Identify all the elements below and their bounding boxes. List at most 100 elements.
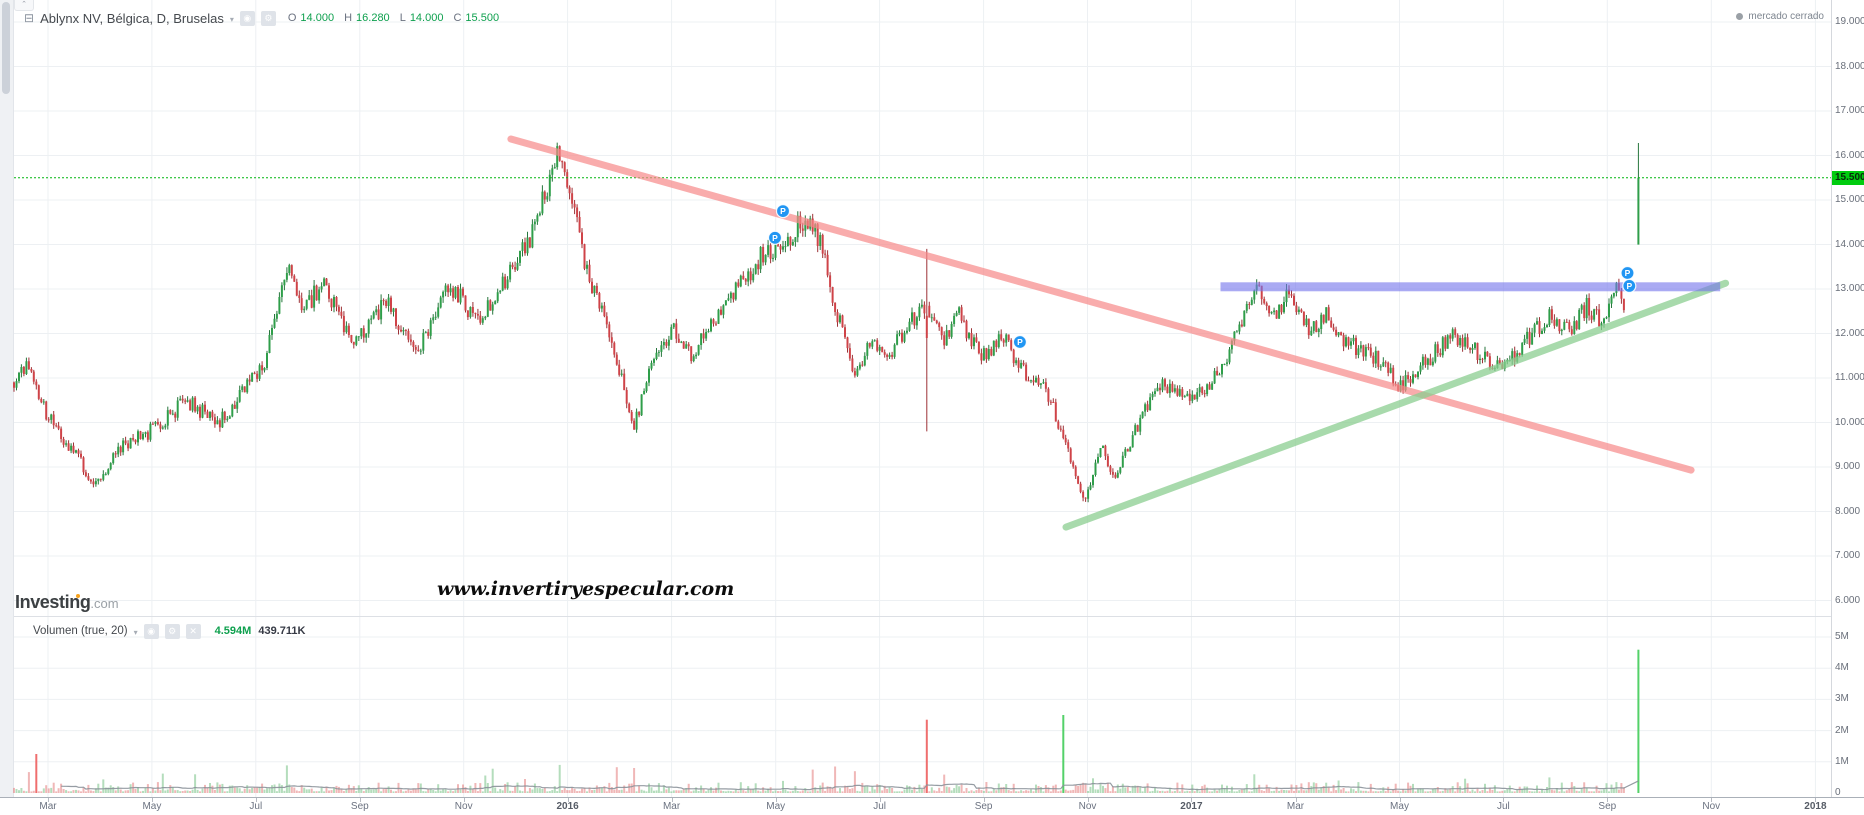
close-value: 15.500 [465,12,500,24]
price-axis-label: 10.000 [1835,416,1864,428]
high-label: H [344,12,353,24]
time-axis-tick [151,798,153,802]
time-axis-label: Mar [39,801,57,812]
position-marker[interactable]: P [1012,334,1028,350]
volume-bars [13,649,1640,793]
svg-text:P: P [772,233,778,243]
volume-axis-label: 5M [1835,631,1849,642]
position-marker[interactable]: P [767,230,783,245]
up-candle-bodies [15,146,1640,499]
price-axis-label: 17.000 [1835,105,1864,116]
time-axis-label: Nov [454,801,473,812]
time-axis-tick [1711,798,1713,802]
position-marker[interactable]: P [775,204,791,219]
time-axis-label: May [766,801,786,812]
price-axis-label: 6.000 [1835,594,1861,606]
toolbar-collapse-tab[interactable]: ⌃ [14,0,34,11]
time-axis-tick [567,798,569,802]
gear-icon[interactable]: ⚙ [260,10,276,26]
svg-text:P: P [1017,337,1023,347]
main-series-legend: ⊟ Ablynx NV, Bélgica, D, Bruselas ▾ ◉ ⚙ … [24,10,505,26]
price-axis-label: 12.000 [1835,327,1864,339]
close-icon[interactable]: ✕ [185,623,201,639]
time-axis-tick [671,798,673,802]
time-axis-label: Sep [1598,801,1617,812]
price-axis-label: 13.000 [1835,283,1864,294]
price-axis-label: 8.000 [1835,505,1861,517]
time-axis-label: 2017 [1180,801,1203,812]
price-axis[interactable]: 19.000 18.000 17.000 16.000 15.000 14.000 13.0… [1831,0,1864,815]
position-marker[interactable]: P [1620,265,1635,281]
time-axis-label: 2018 [1804,801,1827,812]
eye-icon[interactable]: ◉ [239,10,255,26]
volume-chart-canvas[interactable] [0,616,1864,797]
up-candle-wicks [16,142,1639,503]
volume-axis-label: 4M [1835,662,1849,674]
time-axis-tick [1191,798,1193,802]
time-axis-tick [48,798,49,802]
volume-ma-value: 439.711K [258,625,306,637]
time-axis-tick [775,798,777,802]
position-marker[interactable]: P [1622,278,1637,293]
time-axis-label: Jul [873,801,886,812]
gear-icon[interactable]: ⚙ [164,623,180,639]
time-axis-label: Mar [662,801,681,812]
time-axis-tick [359,798,361,802]
investing-logo-text: Investing [15,592,91,612]
high-value: 16.280 [356,12,390,24]
left-toolbar-scrollbar[interactable] [2,2,10,94]
chevron-down-icon[interactable]: ▾ [229,14,234,24]
current-price-axis-badge: 15.500 [1832,170,1864,185]
time-axis-label: May [142,801,162,812]
price-axis-label: 18.000 [1835,60,1864,72]
price-axis-label: 14.000 [1835,238,1864,250]
time-axis-tick [879,798,881,802]
ascending-trendline [1062,279,1730,531]
open-value: 14.000 [300,12,335,24]
low-label: L [399,12,406,24]
symbol-title[interactable]: Ablynx NV, Bélgica, D, Bruselas [40,10,224,26]
svg-text:P: P [1625,268,1631,278]
market-status: mercado cerrado [1736,11,1824,22]
volume-indicator-title[interactable]: Volumen (true, 20) [33,625,128,637]
volume-ma-line [61,780,1639,791]
open-label: O [287,12,297,24]
time-axis-label: Sep [350,801,369,812]
legend-collapse-icon[interactable]: ⊟ [24,11,35,25]
time-axis[interactable]: Mar May Jul Sep Nov 2016 Mar May Jul Sep Nov 2017 Ma… [0,797,1864,815]
price-axis-label: 7.000 [1835,550,1861,561]
time-axis-tick [1815,798,1817,802]
time-axis-tick [1607,798,1609,802]
time-axis-label: Nov [1078,801,1097,812]
investing-logo: Investing.com [15,592,119,613]
chevron-down-icon[interactable]: ▾ [133,627,138,637]
time-axis-tick [1503,798,1505,802]
volume-current-value: 4.594M [214,625,252,637]
time-axis-label: Jul [249,801,263,812]
close-label: C [453,12,462,24]
ohlc-readout: O 14.000 H 16.280 L 14.000 C 15.500 [288,12,505,24]
volume-legend: Volumen (true, 20) ▾ ◉ ⚙ ✕ 4.594M 439.71… [33,623,305,639]
market-status-dot-icon [1736,13,1744,20]
time-axis-tick [1295,798,1297,802]
svg-text:P: P [1626,281,1632,291]
time-axis-tick [983,798,985,802]
price-axis-label: 19.000 [1835,16,1864,27]
price-axis-label: 16.000 [1835,149,1864,161]
investing-logo-suffix: .com [90,596,119,611]
time-axis-label: Mar [1286,801,1305,812]
eye-icon[interactable]: ◉ [143,623,159,639]
time-axis-tick [463,798,465,802]
volume-axis-label: 3M [1835,693,1849,705]
time-axis-tick [1399,798,1401,802]
svg-text:P: P [780,206,786,216]
price-axis-label: 9.000 [1835,461,1861,472]
pane-divider[interactable] [14,616,1831,617]
time-axis-label: Nov [1702,801,1721,812]
time-axis-tick [255,798,257,802]
left-toolbar-strip [0,0,14,815]
descending-trendline [507,135,1695,474]
time-axis-label: Jul [1496,801,1510,812]
